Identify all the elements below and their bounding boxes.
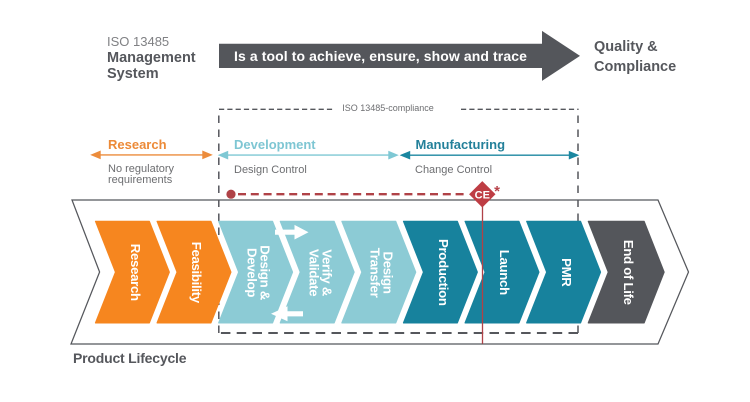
svg-text:CE: CE — [475, 189, 490, 201]
svg-text:*: * — [494, 183, 500, 200]
